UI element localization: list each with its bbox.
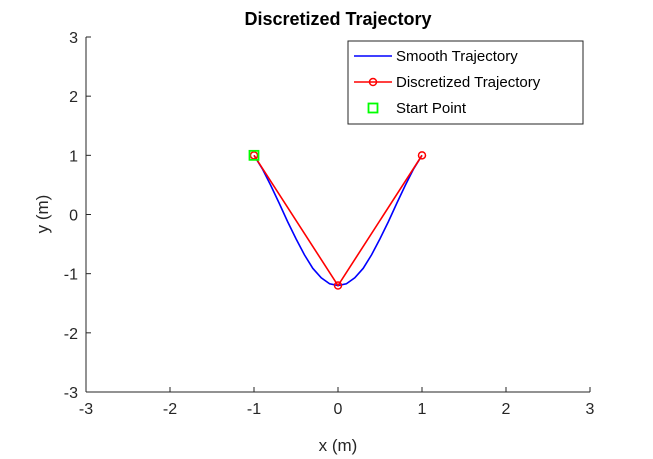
series-line-smooth-trajectory <box>253 154 423 287</box>
x-tick-label: 1 <box>418 401 427 418</box>
data-point-discretized-trajectory <box>333 281 343 290</box>
axes: -3 -2 -1 0 1 2 3 -3 -2 -1 0 1 2 3 <box>64 30 595 418</box>
y-tick-label: 0 <box>69 208 78 225</box>
x-axis-label: x (m) <box>319 436 358 455</box>
legend: Smooth Trajectory Discretized Trajectory S… <box>347 40 584 125</box>
data-point-start-point <box>248 149 260 161</box>
data-point-discretized-trajectory <box>249 151 259 160</box>
y-tick-label: 1 <box>69 148 78 165</box>
y-tick-label: -1 <box>64 267 78 284</box>
series-line-discretized-trajectory <box>253 154 423 287</box>
y-tick-label: 2 <box>69 89 78 106</box>
legend-marker-start-point <box>367 102 379 114</box>
legend-label-start-point: Start Point <box>396 100 467 117</box>
legend-marker-discretized-trajectory <box>368 77 378 87</box>
x-tick-label: 3 <box>586 401 595 418</box>
y-tick-label: 3 <box>69 30 78 47</box>
legend-label-smooth-trajectory: Smooth Trajectory <box>396 48 518 65</box>
x-tick-label: 0 <box>334 401 343 418</box>
x-tick-label: -3 <box>79 401 93 418</box>
x-tick-label: 2 <box>502 401 511 418</box>
chart-title: Discretized Trajectory <box>244 9 431 29</box>
legend-label-discretized-trajectory: Discretized Trajectory <box>396 74 541 91</box>
y-axis-label: y (m) <box>33 195 52 234</box>
data-point-discretized-trajectory <box>417 151 427 160</box>
x-tick-label: -2 <box>163 401 177 418</box>
x-tick-label: -1 <box>247 401 261 418</box>
y-tick-label: -3 <box>64 385 78 402</box>
y-tick-label: -2 <box>64 326 78 343</box>
plot-area <box>248 149 427 290</box>
